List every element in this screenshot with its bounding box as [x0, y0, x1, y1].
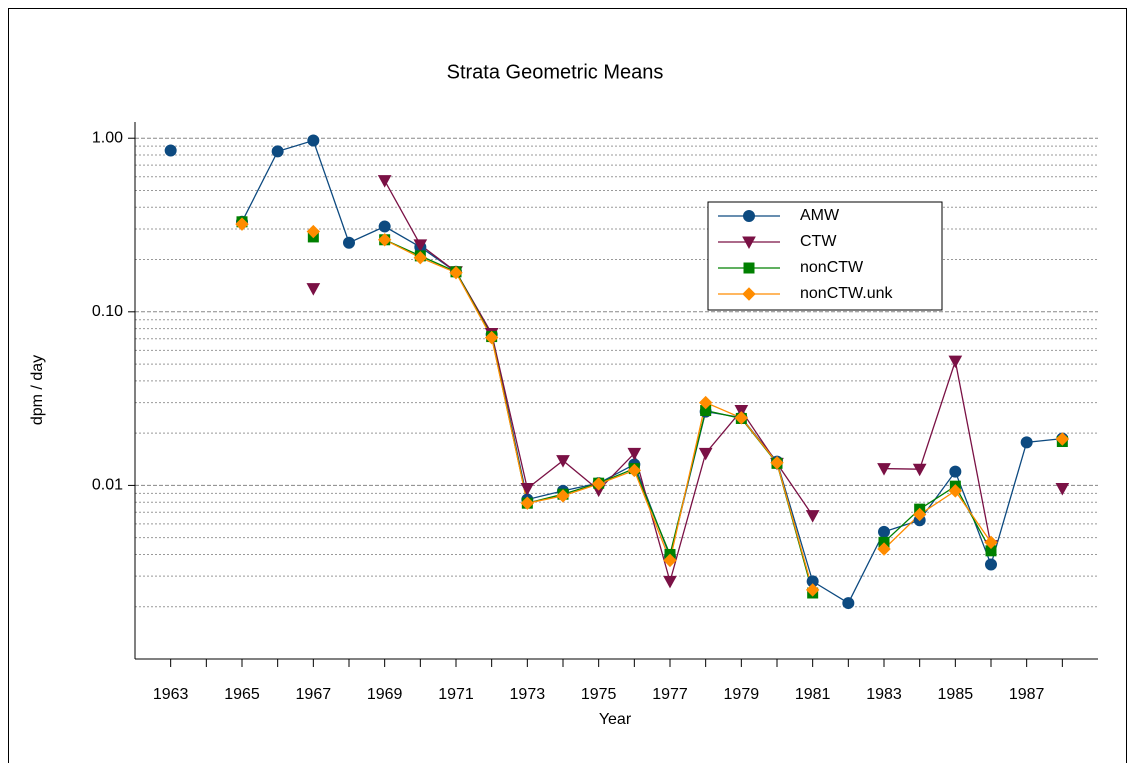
x-tick-label: 1965 — [224, 686, 260, 703]
point — [306, 283, 321, 296]
point — [734, 411, 749, 425]
point — [805, 583, 820, 597]
legend-label: AMW — [800, 207, 840, 224]
point — [307, 134, 320, 147]
point — [520, 482, 535, 496]
x-tick-label: 1975 — [581, 686, 617, 703]
point — [878, 525, 890, 538]
point — [663, 575, 677, 589]
point — [985, 558, 997, 571]
point — [377, 233, 392, 247]
point — [984, 535, 998, 550]
point — [698, 447, 713, 461]
y-tick-label: 0.01 — [92, 477, 123, 494]
x-tick-label: 1981 — [795, 686, 831, 703]
chart-title: Strata Geometric Means — [447, 61, 664, 83]
point — [484, 330, 499, 345]
point — [556, 455, 570, 468]
point — [948, 355, 963, 369]
point — [164, 144, 177, 157]
legend-label: nonCTW.unk — [800, 285, 893, 302]
point — [378, 220, 391, 233]
point — [591, 477, 606, 491]
x-tick-label: 1973 — [510, 686, 546, 703]
point — [1055, 482, 1070, 496]
point — [734, 405, 749, 418]
x-tick-label: 1987 — [1009, 686, 1045, 703]
point — [663, 553, 677, 568]
point — [1020, 436, 1033, 449]
point — [235, 217, 249, 231]
y-tick-label: 1.00 — [92, 129, 123, 146]
point — [413, 250, 428, 265]
legend-label: CTW — [800, 233, 837, 250]
point — [912, 463, 927, 477]
point — [805, 510, 820, 523]
point — [948, 484, 963, 498]
point — [877, 463, 891, 476]
frame — [8, 8, 1127, 763]
point — [556, 489, 570, 503]
x-tick-label: 1969 — [367, 686, 403, 703]
point — [627, 463, 642, 478]
x-tick-label: 1979 — [724, 686, 760, 703]
point — [413, 239, 428, 252]
point — [449, 265, 463, 280]
point — [743, 262, 755, 274]
x-axis-label: Year — [599, 711, 632, 728]
point — [1055, 432, 1070, 446]
point — [627, 447, 642, 461]
y-tick-label: 0.10 — [92, 303, 123, 320]
x-tick-label: 1967 — [296, 686, 332, 703]
x-tick-label: 1977 — [652, 686, 688, 703]
x-tick-label: 1985 — [938, 686, 974, 703]
point — [949, 465, 962, 478]
point — [743, 210, 755, 222]
x-tick-label: 1963 — [153, 686, 189, 703]
legend-label: nonCTW — [800, 259, 864, 276]
point — [742, 236, 756, 250]
point — [877, 542, 891, 556]
point — [377, 175, 392, 188]
point — [343, 236, 355, 249]
point — [912, 507, 927, 522]
x-tick-label: 1971 — [438, 686, 474, 703]
point — [520, 496, 535, 510]
point — [306, 224, 321, 239]
x-tick-label: 1983 — [866, 686, 902, 703]
point — [742, 287, 756, 301]
point — [842, 597, 855, 610]
point — [271, 145, 284, 158]
point — [698, 395, 713, 410]
point — [770, 456, 784, 470]
y-axis-label: dpm / day — [29, 355, 46, 425]
